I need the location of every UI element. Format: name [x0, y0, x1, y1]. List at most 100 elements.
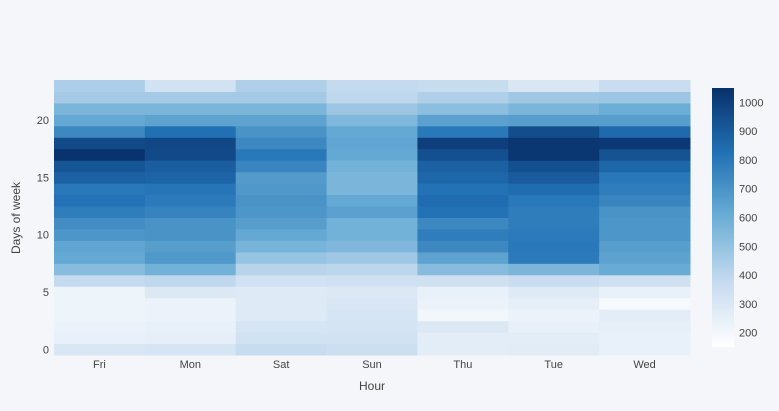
colorbar-tick-label: 400	[739, 270, 757, 282]
heatmap-cell	[54, 206, 146, 218]
heatmap-cells	[54, 80, 691, 356]
heatmap-cell	[508, 125, 600, 138]
heatmap-cell	[144, 137, 237, 150]
heatmap-cell	[326, 332, 418, 345]
heatmap-cell	[54, 297, 146, 310]
heatmap-cell	[417, 160, 509, 173]
y-tick-label: 20	[37, 115, 49, 127]
heatmap-cell	[599, 228, 691, 241]
heatmap-cell	[144, 194, 237, 207]
heatmap-cell	[508, 332, 600, 345]
heatmap-cell	[144, 114, 237, 127]
heatmap-cell	[417, 171, 509, 184]
heatmap-cell	[417, 206, 509, 218]
heatmap-cell	[326, 274, 418, 287]
x-tick-label: Wed	[633, 359, 655, 371]
heatmap-cell	[144, 125, 237, 138]
heatmap-cell	[235, 102, 328, 115]
x-axis-ticks: Fri Mon Sat Sun Thu Tue Wed	[93, 359, 656, 371]
colorbar-tick-label: 800	[739, 155, 757, 167]
x-tick-label: Fri	[93, 359, 106, 371]
heatmap-cell	[235, 148, 328, 161]
heatmap-cell	[417, 343, 509, 356]
heatmap-cell	[508, 80, 600, 92]
heatmap-cell	[417, 91, 509, 104]
heatmap-cell	[54, 320, 146, 333]
heatmap-cell	[508, 91, 600, 104]
heatmap-cell	[599, 194, 691, 207]
heatmap-cell	[144, 240, 237, 253]
heatmap-cell	[599, 274, 691, 287]
heatmap-cell	[235, 343, 328, 356]
heatmap-cell	[417, 114, 509, 127]
heatmap-cell	[144, 228, 237, 241]
heatmap-cell	[508, 160, 600, 173]
heatmap-cell	[235, 194, 328, 207]
heatmap-cell	[417, 80, 509, 92]
heatmap-cell	[144, 160, 237, 173]
heatmap-cell	[599, 148, 691, 161]
heatmap-cell	[326, 91, 418, 104]
heatmap-cell	[235, 286, 328, 299]
heatmap-cell	[144, 217, 237, 230]
heatmap-cell	[599, 240, 691, 253]
heatmap-cell	[144, 332, 237, 345]
heatmap-cell	[144, 309, 237, 322]
heatmap-cell	[235, 228, 328, 241]
heatmap-cell	[326, 160, 418, 173]
colorbar-tick-label: 700	[739, 184, 757, 196]
heatmap-cell	[54, 332, 146, 345]
heatmap-cell	[417, 297, 509, 310]
heatmap-cell	[417, 286, 509, 299]
heatmap-cell	[235, 183, 328, 196]
heatmap-cell	[326, 194, 418, 207]
heatmap-cell	[417, 251, 509, 264]
heatmap-cell	[326, 148, 418, 161]
heatmap-cell	[326, 263, 418, 276]
heatmap-cell	[326, 297, 418, 310]
heatmap-cell	[417, 125, 509, 138]
heatmap-cell	[508, 206, 600, 218]
heatmap-cell	[417, 274, 509, 287]
heatmap-cell	[235, 80, 328, 92]
heatmap-cell	[326, 206, 418, 218]
heatmap-cell	[508, 217, 600, 230]
y-tick-label: 5	[43, 287, 49, 299]
y-tick-label: 0	[43, 344, 49, 356]
x-tick-label: Sat	[273, 359, 290, 371]
heatmap-cell	[417, 263, 509, 276]
heatmap-cell	[54, 309, 146, 322]
heatmap-cell	[54, 148, 146, 161]
heatmap-cell	[508, 137, 600, 150]
heatmap-cell	[599, 206, 691, 218]
heatmap-cell	[54, 171, 146, 184]
heatmap-cell	[144, 91, 237, 104]
heatmap-cell	[235, 320, 328, 333]
heatmap-cell	[599, 160, 691, 173]
heatmap-cell	[508, 228, 600, 241]
heatmap-cell	[235, 240, 328, 253]
heatmap-cell	[599, 286, 691, 299]
heatmap-cell	[54, 194, 146, 207]
heatmap-cell	[417, 217, 509, 230]
heatmap-cell	[144, 320, 237, 333]
heatmap-cell	[417, 320, 509, 333]
heatmap-cell	[326, 114, 418, 127]
heatmap-cell	[144, 102, 237, 115]
heatmap-cell	[144, 343, 237, 356]
heatmap-cell	[599, 320, 691, 333]
heatmap-cell	[326, 171, 418, 184]
heatmap-cell	[54, 263, 146, 276]
heatmap-cell	[54, 91, 146, 104]
heatmap-cell	[508, 320, 600, 333]
heatmap-cell	[508, 148, 600, 161]
colorbar-tick-label: 200	[739, 328, 757, 340]
heatmap-cell	[326, 343, 418, 356]
heatmap-cell	[144, 206, 237, 218]
heatmap-cell	[54, 125, 146, 138]
y-axis-ticks: 0 5 10 15 20	[37, 115, 49, 356]
heatmap-cell	[235, 137, 328, 150]
heatmap-cell	[144, 251, 237, 264]
